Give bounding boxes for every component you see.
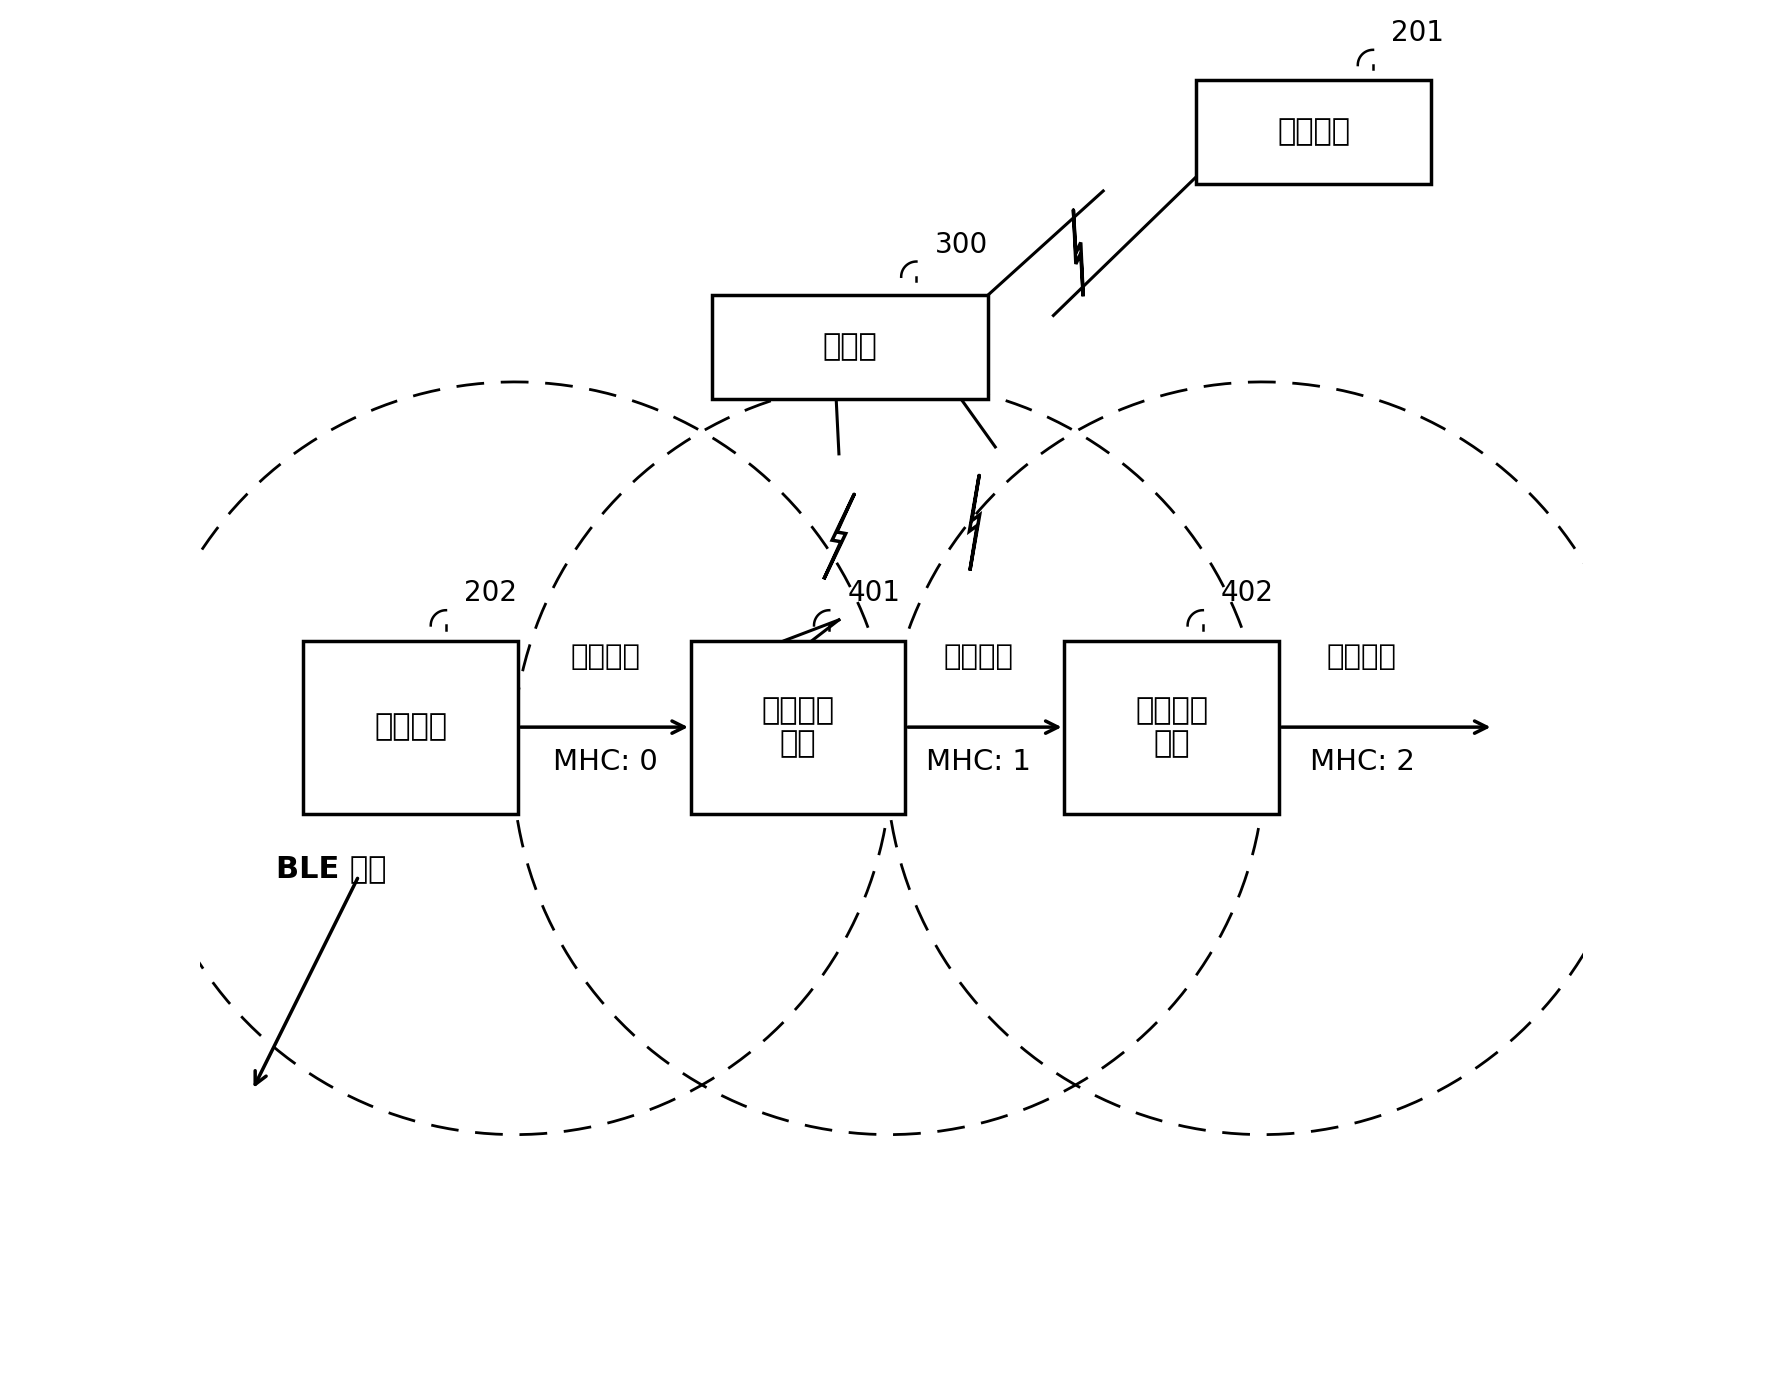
FancyBboxPatch shape: [690, 640, 905, 813]
Text: 402: 402: [1221, 579, 1272, 607]
FancyBboxPatch shape: [1064, 640, 1278, 813]
Text: 第一装置: 第一装置: [1276, 118, 1349, 146]
Text: 第二分组: 第二分组: [943, 643, 1014, 671]
Text: 401: 401: [846, 579, 900, 607]
FancyBboxPatch shape: [1196, 81, 1431, 184]
FancyBboxPatch shape: [711, 295, 987, 398]
Text: MHC: 2: MHC: 2: [1308, 749, 1413, 777]
Polygon shape: [969, 476, 978, 571]
Text: 第一电子
装置: 第一电子 装置: [761, 696, 834, 759]
Text: 300: 300: [934, 231, 987, 259]
Polygon shape: [1073, 210, 1083, 296]
Polygon shape: [823, 494, 854, 579]
FancyBboxPatch shape: [303, 640, 517, 813]
Text: 第二装置: 第二装置: [374, 713, 447, 742]
Text: 第三分组: 第三分组: [1326, 643, 1395, 671]
Text: MHC: 1: MHC: 1: [925, 749, 1030, 777]
Text: 201: 201: [1390, 19, 1443, 47]
Text: BLE 范围: BLE 范围: [276, 855, 387, 884]
Text: 202: 202: [463, 579, 517, 607]
Text: 第一分组: 第一分组: [570, 643, 640, 671]
Text: 第二电子
装置: 第二电子 装置: [1135, 696, 1208, 759]
Text: MHC: 0: MHC: 0: [552, 749, 658, 777]
Text: 服务器: 服务器: [822, 333, 877, 361]
